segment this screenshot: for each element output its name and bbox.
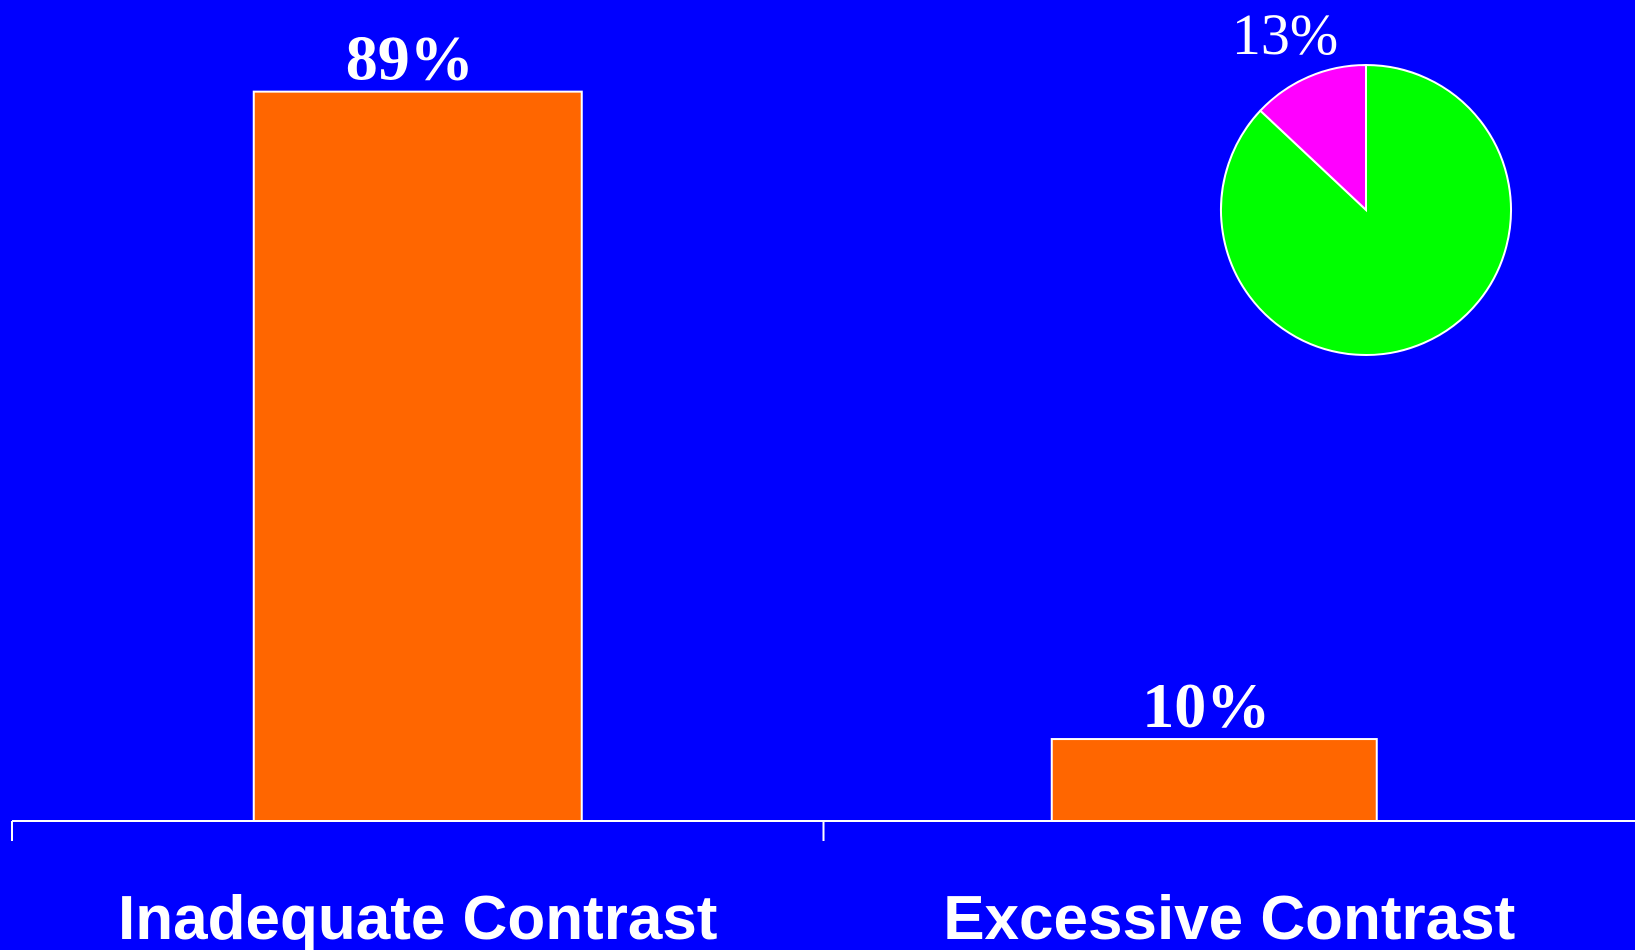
bar-value-label: 10% [1142, 670, 1270, 741]
pie-slice-label: 13% [1232, 2, 1338, 67]
x-axis: Inadequate Contrast Excessive Contrast [11, 820, 1635, 950]
bar-series: 89% 10% [252, 23, 1378, 822]
x-tick-label: Excessive Contrast [943, 884, 1515, 950]
pie-slice-1 [1258, 63, 1367, 213]
bar-1 [252, 90, 583, 822]
pie-chart: 13% [1220, 2, 1512, 356]
pie-slice-2 [1220, 63, 1512, 356]
bar-value-label: 89% [346, 23, 474, 94]
bar-2 [1050, 738, 1378, 822]
x-tick-label: Inadequate Contrast [118, 884, 717, 950]
